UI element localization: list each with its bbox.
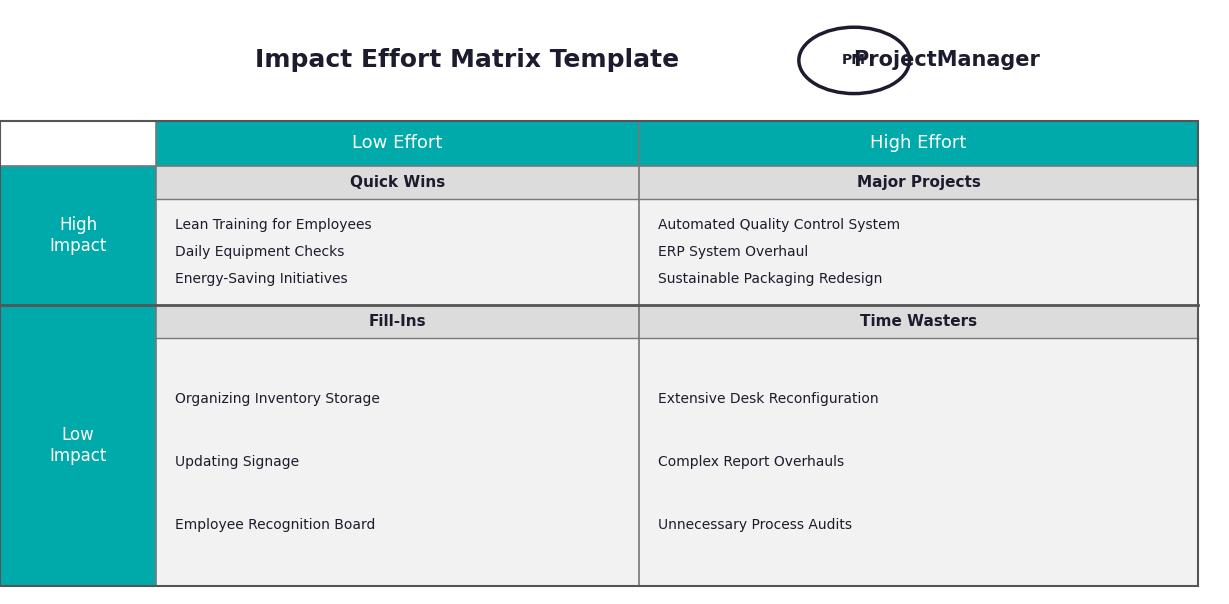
Text: PM: PM (842, 53, 866, 68)
Text: Employee Recognition Board: Employee Recognition Board (175, 518, 375, 532)
Text: Organizing Inventory Storage: Organizing Inventory Storage (175, 393, 380, 406)
Bar (156, 305, 639, 338)
Text: Updating Signage: Updating Signage (175, 455, 299, 469)
Text: Extensive Desk Reconfiguration: Extensive Desk Reconfiguration (658, 393, 879, 406)
Bar (639, 199, 1198, 305)
Bar (639, 166, 1198, 199)
Text: ERP System Overhaul: ERP System Overhaul (658, 245, 807, 259)
Text: ProjectManager: ProjectManager (853, 50, 1040, 71)
Text: Automated Quality Control System: Automated Quality Control System (658, 219, 900, 233)
Bar (156, 166, 639, 199)
Text: Fill-Ins: Fill-Ins (369, 314, 426, 329)
Text: Time Wasters: Time Wasters (860, 314, 977, 329)
Text: Low
Impact: Low Impact (49, 426, 107, 465)
Bar (0, 305, 156, 586)
Text: Impact Effort Matrix Template: Impact Effort Matrix Template (254, 48, 680, 72)
Text: Unnecessary Process Audits: Unnecessary Process Audits (658, 518, 852, 532)
Text: Major Projects: Major Projects (857, 175, 981, 190)
Bar (0, 166, 156, 305)
Text: Quick Wins: Quick Wins (350, 175, 445, 190)
Bar (0, 121, 1198, 586)
Bar (0, 121, 156, 166)
Bar (639, 338, 1198, 586)
Text: Daily Equipment Checks: Daily Equipment Checks (175, 245, 344, 259)
Text: High Effort: High Effort (870, 135, 967, 152)
Text: Low Effort: Low Effort (353, 135, 442, 152)
Bar (639, 121, 1198, 166)
Bar (639, 305, 1198, 338)
Text: Sustainable Packaging Redesign: Sustainable Packaging Redesign (658, 272, 882, 286)
Text: Lean Training for Employees: Lean Training for Employees (175, 219, 371, 233)
Bar (156, 199, 639, 305)
Text: Energy-Saving Initiatives: Energy-Saving Initiatives (175, 272, 347, 286)
Text: Complex Report Overhauls: Complex Report Overhauls (658, 455, 843, 469)
Bar (156, 338, 639, 586)
Bar (156, 121, 639, 166)
Text: High
Impact: High Impact (49, 216, 107, 255)
